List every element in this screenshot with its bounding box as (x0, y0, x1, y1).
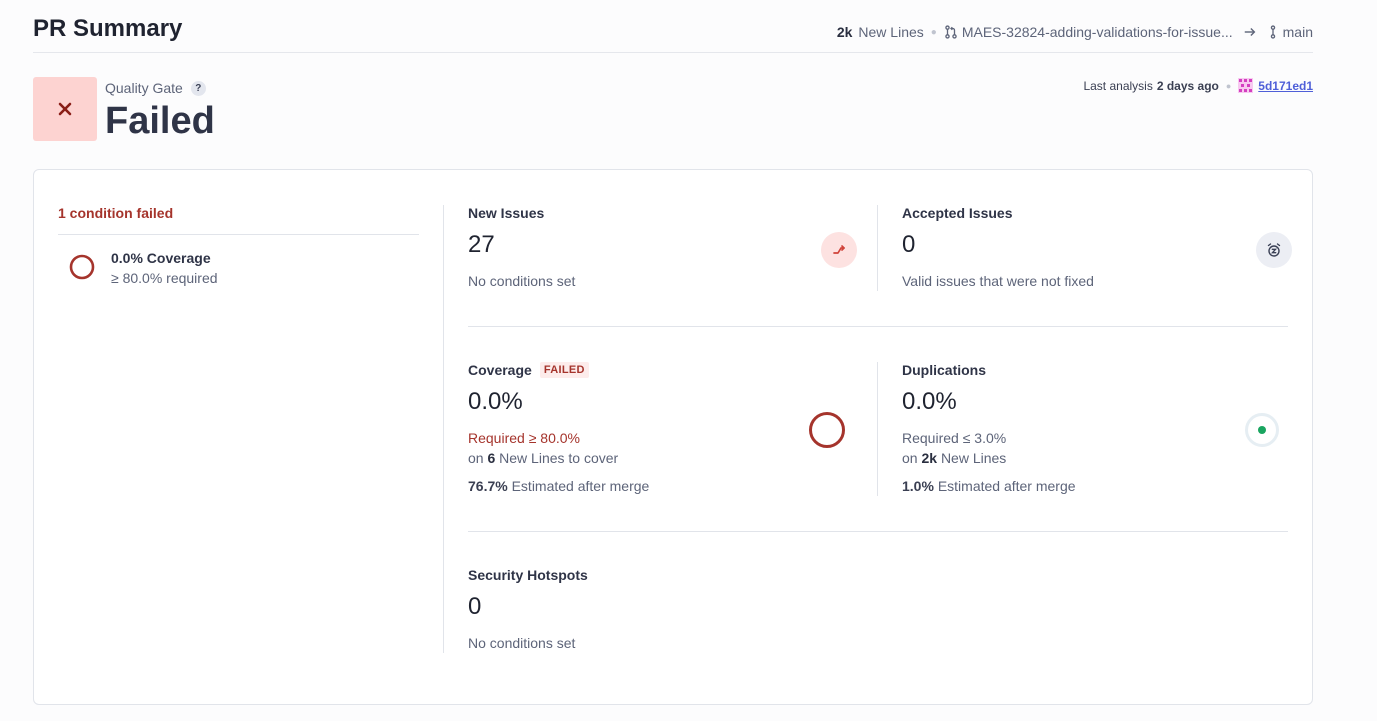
duplications-lines-label: New Lines (940, 450, 1007, 466)
duplications-indicator-icon (1245, 413, 1279, 447)
commit-link[interactable]: 5d171ed1 (1258, 78, 1313, 93)
accepted-issues-value[interactable]: 0 (902, 231, 916, 258)
coverage-estimate: 76.7% Estimated after merge (468, 476, 649, 496)
security-hotspots-title: Security Hotspots (468, 567, 588, 583)
source-branch-name: MAES-32824-adding-validations-for-issue.… (961, 24, 1233, 40)
duplications-required: Required ≤ 3.0% (902, 430, 1007, 446)
condition-item[interactable]: 0.0% Coverage ≥ 80.0% required (69, 248, 218, 288)
issues-trend-icon (821, 232, 857, 268)
duplications-estimate-label: Estimated after merge (937, 478, 1076, 494)
pull-request-icon (945, 25, 957, 39)
row-divider-2 (468, 531, 1288, 532)
accepted-issues-metric: Accepted Issues 0 Valid issues that were… (902, 203, 1094, 291)
duplications-lines: on 2k New Lines (902, 448, 1076, 468)
security-hotspots-metric: Security Hotspots 0 No conditions set (468, 565, 588, 653)
branch-icon (1270, 25, 1275, 39)
separator-dot: ● (1225, 80, 1232, 91)
quality-gate-text: Quality Gate (105, 80, 183, 96)
new-lines-count: 2k (836, 24, 853, 40)
coverage-value[interactable]: 0.0% (468, 388, 523, 415)
coverage-ring-icon (809, 412, 845, 448)
coverage-lines-count[interactable]: 6 (487, 450, 496, 466)
coverage-ring-icon (69, 254, 95, 280)
separator-dot: ● (930, 26, 937, 38)
coverage-lines-label: New Lines to cover (499, 450, 619, 466)
source-branch[interactable]: MAES-32824-adding-validations-for-issue.… (944, 24, 1233, 40)
arrow-right-icon (1243, 25, 1257, 39)
duplications-title: Duplications (902, 362, 987, 378)
duplications-lines-count[interactable]: 2k (921, 450, 938, 466)
coverage-title: Coverage (468, 362, 532, 378)
duplications-value[interactable]: 0.0% (902, 388, 957, 415)
coverage-divider (877, 362, 878, 496)
quality-gate-label: Quality Gate ? (105, 80, 206, 96)
conditions-failed-title: 1 condition failed (58, 205, 174, 221)
condition-requirement: ≥ 80.0% required (111, 270, 218, 286)
quality-gate-status: Failed (105, 100, 215, 142)
coverage-estimate-label: Estimated after merge (511, 478, 650, 494)
help-icon[interactable]: ? (190, 80, 206, 96)
coverage-lines-on: on (468, 450, 484, 466)
new-issues-sub: No conditions set (468, 273, 576, 289)
target-branch[interactable]: main (1267, 24, 1313, 40)
conditions-divider (58, 234, 419, 235)
quality-gate-status-box (33, 77, 97, 141)
duplications-metric: Duplications 0.0% Required ≤ 3.0% on 2k … (902, 360, 1076, 496)
accepted-issues-sub: Valid issues that were not fixed (902, 273, 1094, 289)
coverage-metric: Coverage FAILED 0.0% Required ≥ 80.0% on… (468, 360, 649, 496)
coverage-estimate-value: 76.7% (468, 478, 508, 494)
close-icon (58, 102, 72, 116)
duplications-estimate: 1.0% Estimated after merge (902, 476, 1076, 496)
duplications-lines-on: on (902, 450, 918, 466)
summary-card: 1 condition failed 0.0% Coverage ≥ 80.0%… (33, 169, 1313, 705)
new-lines-label: New Lines (858, 24, 924, 40)
accepted-issues-title: Accepted Issues (902, 205, 1013, 221)
failed-badge: FAILED (539, 362, 589, 378)
row-divider-1 (468, 326, 1288, 327)
page-title: PR Summary (33, 15, 183, 42)
new-issues-title: New Issues (468, 205, 545, 221)
header-divider (33, 52, 1313, 53)
issues-divider (877, 205, 878, 291)
new-issues-value[interactable]: 27 (468, 231, 495, 258)
target-branch-name: main (1282, 24, 1313, 40)
left-panel-divider (443, 205, 444, 653)
last-analysis-time: 2 days ago (1156, 78, 1219, 93)
pr-header-info: 2k New Lines ● MAES-32824-adding-validat… (837, 24, 1313, 40)
last-analysis-prefix: Last analysis (1083, 78, 1153, 93)
coverage-lines: on 6 New Lines to cover (468, 448, 649, 468)
coverage-required: Required ≥ 80.0% (468, 430, 580, 446)
alarm-clock-icon (1256, 232, 1292, 268)
commit-avatar-icon (1238, 78, 1254, 93)
new-issues-metric: New Issues 27 No conditions set (468, 203, 575, 291)
security-hotspots-sub: No conditions set (468, 635, 576, 651)
security-hotspots-value[interactable]: 0 (468, 593, 482, 620)
duplications-estimate-value: 1.0% (902, 478, 934, 494)
last-analysis: Last analysis 2 days ago ● 5d171ed1 (1083, 78, 1313, 93)
condition-name: 0.0% Coverage (111, 250, 211, 266)
